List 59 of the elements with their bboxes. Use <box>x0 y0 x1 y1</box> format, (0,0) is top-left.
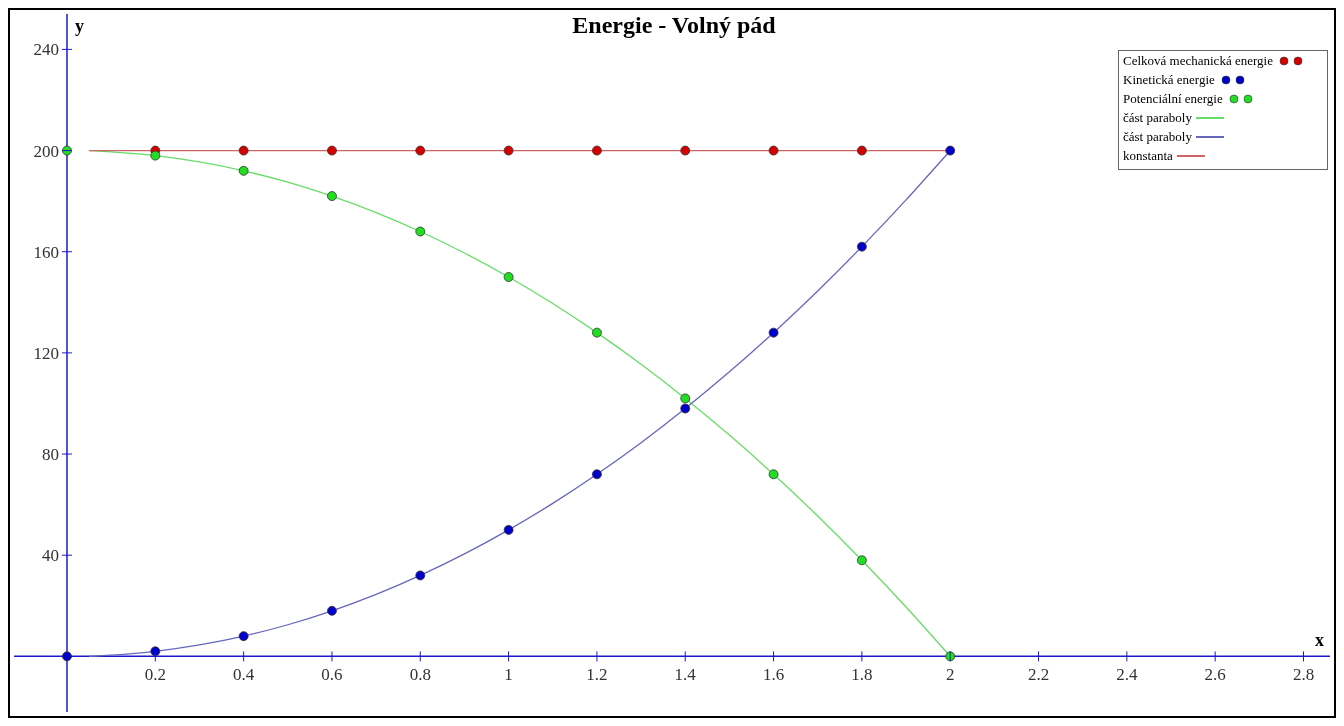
x-tick-label: 0.2 <box>144 665 166 685</box>
y-tick-label: 40 <box>41 546 59 566</box>
point <box>503 272 514 282</box>
y-tick-label: 200 <box>33 141 59 161</box>
x-tick-label: 1 <box>504 665 513 685</box>
legend-label: část paraboly <box>1123 129 1192 145</box>
legend-label: Potenciální energie <box>1123 91 1223 107</box>
y-axis-title: y <box>74 16 84 37</box>
legend-label: část paraboly <box>1123 110 1192 126</box>
point <box>238 631 249 642</box>
x-tick-label: 0.6 <box>321 665 343 685</box>
legend-label: Celková mechanická energie <box>1123 53 1273 69</box>
point <box>415 226 426 237</box>
x-tick-label: 1.8 <box>851 665 873 685</box>
point <box>768 145 779 156</box>
x-tick-label: 2.2 <box>1027 665 1050 685</box>
point <box>327 605 337 616</box>
x-axis-title: x <box>1315 630 1324 652</box>
point <box>945 145 956 156</box>
point <box>856 145 867 156</box>
point <box>415 145 426 156</box>
point <box>680 393 691 404</box>
point <box>503 145 514 156</box>
point <box>768 469 779 480</box>
point <box>327 191 337 201</box>
point <box>62 145 72 156</box>
point <box>415 570 426 581</box>
point <box>856 555 867 566</box>
legend-label: konstanta <box>1123 148 1173 164</box>
point <box>680 403 691 414</box>
point <box>62 651 72 662</box>
point <box>592 327 602 338</box>
point <box>680 145 691 156</box>
point <box>238 165 249 176</box>
chart-title: Energie - Volný pád <box>572 12 776 38</box>
point <box>150 150 161 161</box>
x-tick-label: 1.2 <box>586 665 608 685</box>
x-tick-label: 1.4 <box>674 665 697 685</box>
point <box>592 469 602 480</box>
point <box>592 145 602 156</box>
x-tick-label: 2.6 <box>1204 665 1226 685</box>
point <box>768 327 779 338</box>
x-tick-label: 1.6 <box>762 665 785 685</box>
point <box>945 651 956 662</box>
x-tick-label: 2 <box>945 665 955 685</box>
point <box>503 525 514 535</box>
x-tick-label: 0.8 <box>409 665 431 685</box>
legend-label: Kinetická energie <box>1123 72 1215 88</box>
point <box>238 145 249 156</box>
point <box>150 646 161 657</box>
x-tick-label: 2.4 <box>1116 665 1138 685</box>
y-tick-label: 120 <box>33 343 59 363</box>
point <box>856 241 867 252</box>
point <box>327 145 337 156</box>
y-tick-label: 240 <box>33 40 59 60</box>
x-tick-label: 0.4 <box>233 665 255 685</box>
y-tick-label: 160 <box>33 242 59 262</box>
x-tick-label: 2.8 <box>1292 665 1315 685</box>
y-tick-label: 80 <box>41 445 59 465</box>
